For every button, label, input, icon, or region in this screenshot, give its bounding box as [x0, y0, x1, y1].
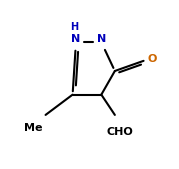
Text: H: H	[70, 22, 78, 32]
Text: CHO: CHO	[107, 127, 133, 137]
Text: N: N	[71, 34, 81, 44]
Text: O: O	[147, 54, 157, 64]
Text: N: N	[97, 34, 106, 44]
Text: Me: Me	[25, 123, 43, 134]
